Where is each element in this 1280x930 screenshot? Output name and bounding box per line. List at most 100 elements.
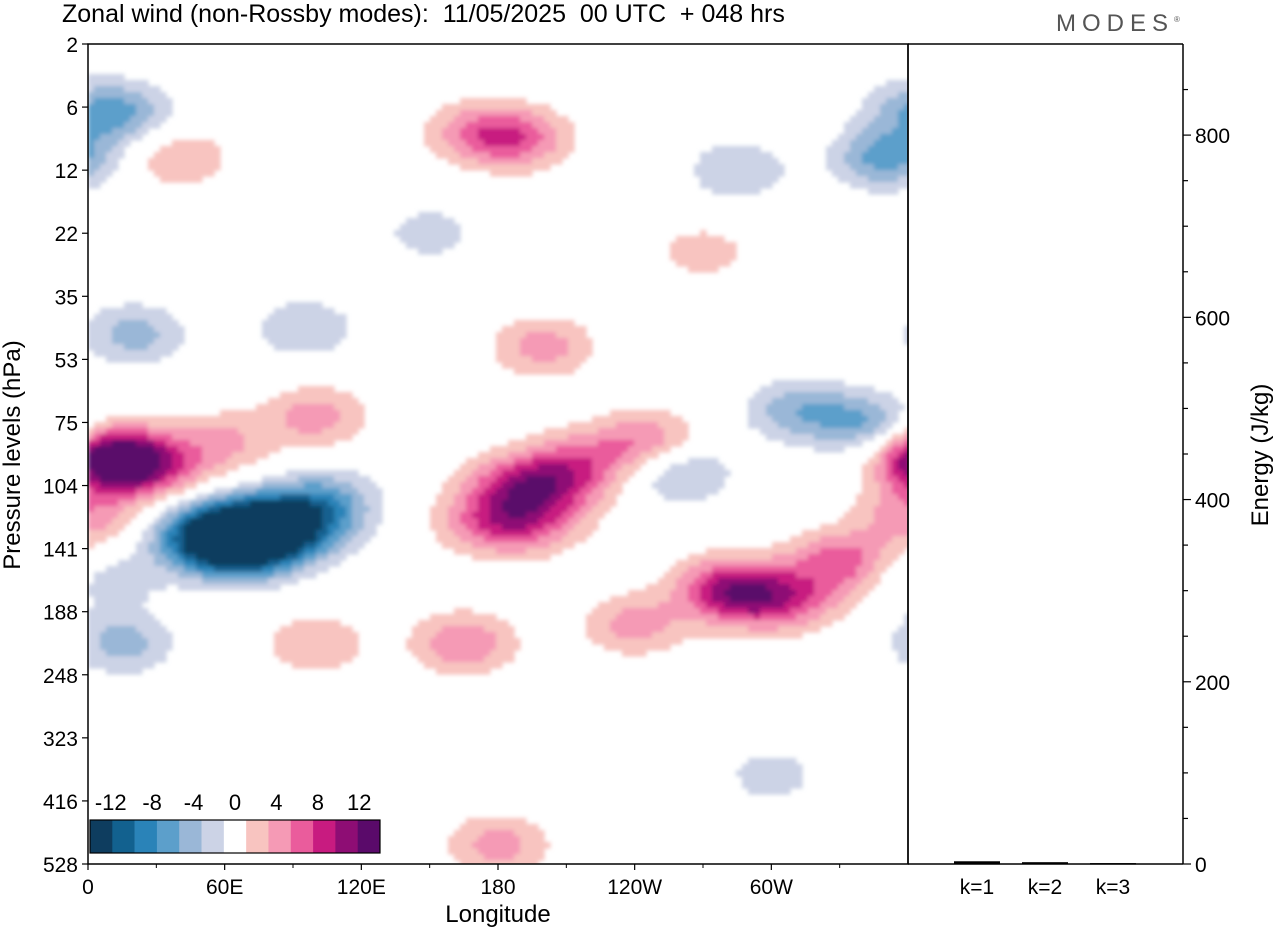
field-cell bbox=[508, 524, 515, 531]
field-cell bbox=[724, 566, 731, 573]
field-cell bbox=[142, 428, 149, 435]
field-cell bbox=[496, 656, 503, 663]
field-cell bbox=[886, 500, 893, 507]
field-cell bbox=[166, 164, 173, 171]
field-cell bbox=[874, 410, 881, 417]
field-cell bbox=[514, 494, 521, 501]
field-cell bbox=[160, 146, 167, 153]
energy-category-label: k=2 bbox=[1028, 876, 1062, 899]
field-cell bbox=[628, 644, 635, 651]
field-cell bbox=[520, 854, 527, 861]
field-cell bbox=[310, 440, 317, 447]
field-cell bbox=[844, 404, 851, 411]
field-cell bbox=[148, 578, 155, 585]
field-cell bbox=[136, 320, 143, 327]
field-cell bbox=[766, 434, 773, 441]
field-cell bbox=[850, 182, 857, 189]
field-cell bbox=[808, 428, 815, 435]
field-cell bbox=[88, 644, 95, 651]
field-cell bbox=[580, 506, 587, 513]
field-cell bbox=[454, 482, 461, 489]
field-cell bbox=[100, 476, 107, 483]
colorbar-tick-label: -12 bbox=[95, 790, 127, 815]
field-cell bbox=[256, 512, 263, 519]
field-cell bbox=[772, 620, 779, 627]
field-cell bbox=[88, 176, 95, 183]
field-cell bbox=[784, 770, 791, 777]
field-cell bbox=[292, 302, 299, 309]
field-cell bbox=[886, 392, 893, 399]
field-cell bbox=[904, 170, 908, 177]
field-cell bbox=[778, 392, 785, 399]
field-cell bbox=[700, 242, 707, 249]
field-cell bbox=[634, 626, 641, 633]
field-cell bbox=[580, 482, 587, 489]
field-cell bbox=[454, 830, 461, 837]
field-cell bbox=[640, 626, 647, 633]
field-cell bbox=[658, 422, 665, 429]
field-cell bbox=[484, 110, 491, 117]
field-cell bbox=[238, 548, 245, 555]
field-cell bbox=[310, 320, 317, 327]
field-cell bbox=[520, 860, 527, 864]
field-cell bbox=[754, 578, 761, 585]
field-cell bbox=[106, 98, 113, 105]
field-cell bbox=[466, 662, 473, 669]
field-cell bbox=[460, 662, 467, 669]
field-cell bbox=[748, 596, 755, 603]
field-cell bbox=[256, 416, 263, 423]
field-cell bbox=[712, 158, 719, 165]
field-cell bbox=[106, 596, 113, 603]
field-cell bbox=[490, 632, 497, 639]
field-cell bbox=[166, 632, 173, 639]
field-cell bbox=[796, 572, 803, 579]
field-cell bbox=[160, 104, 167, 111]
field-cell bbox=[712, 482, 719, 489]
field-cell bbox=[550, 464, 557, 471]
field-cell bbox=[844, 176, 851, 183]
field-cell bbox=[160, 308, 167, 315]
field-cell bbox=[772, 572, 779, 579]
field-cell bbox=[178, 500, 185, 507]
field-cell bbox=[526, 518, 533, 525]
field-cell bbox=[820, 524, 827, 531]
field-cell bbox=[220, 560, 227, 567]
field-cell bbox=[178, 566, 185, 573]
field-cell bbox=[334, 626, 341, 633]
field-cell bbox=[634, 464, 641, 471]
field-cell bbox=[508, 356, 515, 363]
field-cell bbox=[478, 500, 485, 507]
field-cell bbox=[124, 626, 131, 633]
field-cell bbox=[820, 446, 827, 453]
field-cell bbox=[862, 590, 869, 597]
field-cell bbox=[838, 584, 845, 591]
field-cell bbox=[310, 488, 317, 495]
field-cell bbox=[352, 650, 359, 657]
field-cell bbox=[496, 164, 503, 171]
field-cell bbox=[754, 158, 761, 165]
field-cell bbox=[826, 530, 833, 537]
field-cell bbox=[862, 500, 869, 507]
field-cell bbox=[166, 158, 173, 165]
field-cell bbox=[196, 500, 203, 507]
field-cell bbox=[700, 260, 707, 267]
field-cell bbox=[172, 158, 179, 165]
field-cell bbox=[118, 452, 125, 459]
field-cell bbox=[790, 386, 797, 393]
field-cell bbox=[856, 146, 863, 153]
field-cell bbox=[508, 332, 515, 339]
field-cell bbox=[160, 632, 167, 639]
field-cell bbox=[298, 650, 305, 657]
field-cell bbox=[820, 530, 827, 537]
field-cell bbox=[124, 446, 131, 453]
field-cell bbox=[268, 500, 275, 507]
field-cell bbox=[430, 506, 437, 513]
field-cell bbox=[712, 254, 719, 261]
field-cell bbox=[904, 182, 908, 189]
field-cell bbox=[730, 578, 737, 585]
field-cell bbox=[796, 776, 803, 783]
field-cell bbox=[652, 428, 659, 435]
field-cell bbox=[472, 542, 479, 549]
field-cell bbox=[334, 662, 341, 669]
field-cell bbox=[424, 230, 431, 237]
